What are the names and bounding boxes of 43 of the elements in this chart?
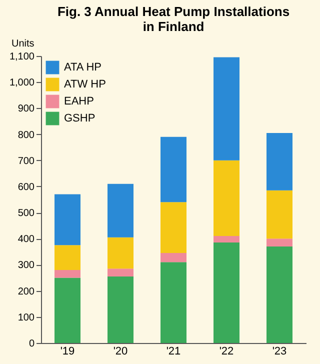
bar	[266, 190, 292, 239]
bar	[54, 278, 80, 343]
y-tick-label: 1,000	[9, 78, 35, 89]
y-tick-label: 400	[18, 234, 35, 246]
bar	[160, 136, 186, 202]
bar	[54, 194, 80, 246]
bar	[214, 236, 240, 243]
y-tick-label: 300	[18, 260, 35, 272]
y-tick-label: 1,100	[9, 52, 35, 62]
bar	[214, 242, 240, 343]
bar	[160, 252, 186, 262]
legend-label: GSHP	[64, 112, 96, 124]
y-tick-label: 900	[18, 104, 35, 115]
legend-label: ATA HP	[64, 62, 102, 74]
x-tick-label: '23	[272, 346, 287, 358]
bar	[108, 237, 134, 269]
y-tick-label: 0	[28, 338, 35, 350]
bar	[266, 238, 292, 246]
bar	[160, 262, 186, 343]
bar	[214, 57, 240, 160]
bar	[214, 160, 240, 236]
y-tick-label: 700	[18, 156, 35, 167]
bar	[108, 268, 134, 276]
y-tick-label: 200	[18, 286, 35, 298]
y-tick-label: 100	[18, 312, 35, 324]
legend-label: ATW HP	[64, 78, 106, 90]
y-axis-title: Units	[12, 38, 34, 50]
bar	[108, 276, 134, 343]
x-tick-label: '19	[60, 346, 75, 358]
bar	[54, 270, 80, 278]
bar	[54, 245, 80, 270]
bar	[266, 132, 292, 190]
x-tick-label: '20	[113, 346, 128, 358]
bar	[266, 246, 292, 343]
y-tick-label: 800	[18, 130, 35, 141]
legend-label: EAHP	[64, 96, 94, 108]
bar	[108, 184, 134, 238]
x-tick-label: '21	[166, 346, 181, 358]
chart-title: Fig. 3 Annual Heat Pump Installations in Finland	[57, 4, 290, 34]
x-tick-label: '22	[219, 346, 234, 358]
y-tick-label: 600	[18, 182, 35, 193]
bar	[160, 202, 186, 253]
y-tick-label: 500	[18, 208, 35, 220]
